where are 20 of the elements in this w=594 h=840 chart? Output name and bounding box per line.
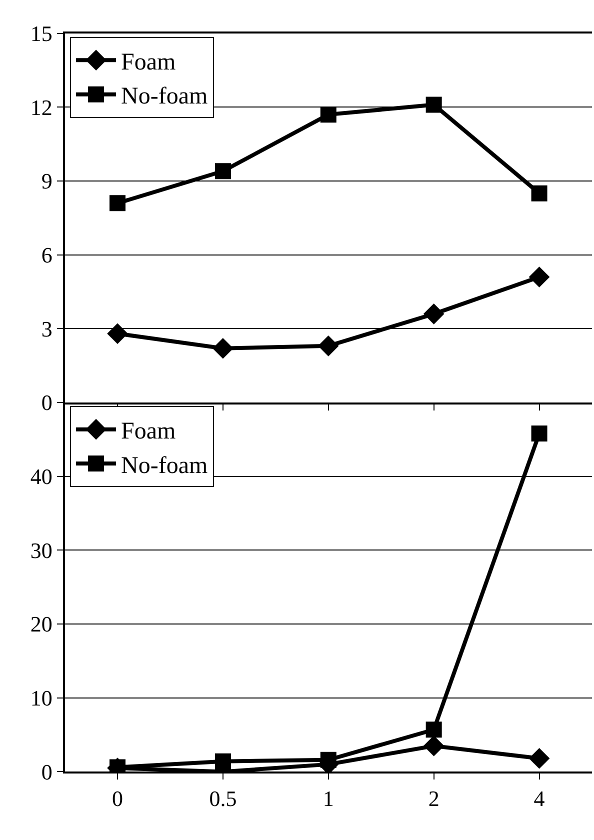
y-tick-label: 30 [30,538,52,563]
x-tick-label: 0.5 [209,786,237,812]
y-tick-label: 15 [30,21,52,46]
y-tick-label: 12 [30,94,52,120]
x-tick-label: 4 [534,786,545,812]
y-tick-label: 40 [30,464,52,490]
y-tick-label: 6 [41,242,52,268]
y-tick-label: 9 [41,168,52,194]
legend-label: No-foam [121,452,208,479]
y-tick-label: 0 [41,390,52,416]
y-tick-label: 10 [30,686,52,711]
y-tick-label: 0 [41,759,52,784]
y-tick-label: 3 [41,316,52,342]
y-tick-label: 20 [30,612,52,637]
x-tick-label: 0 [112,786,123,812]
x-tick-label: 2 [428,786,440,812]
legend-label: No-foam [121,84,208,110]
legend-label: Foam [121,49,176,76]
legend-label: Foam [121,418,176,445]
x-tick-label: 1 [322,786,334,812]
